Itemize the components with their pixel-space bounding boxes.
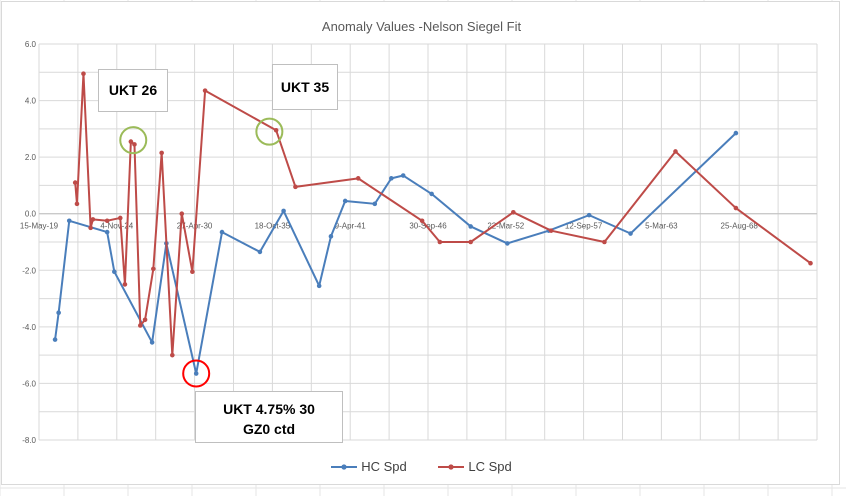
data-point-lc-spd: [137, 323, 143, 328]
x-tick-label: 9-Apr-41: [335, 222, 367, 231]
x-tick-label: 18-Oct-35: [255, 222, 291, 231]
highlight-circle-ukt-4-75-30: [182, 359, 211, 388]
data-point-lc-spd: [72, 180, 78, 185]
annotation-ukt-35[interactable]: UKT 35: [272, 64, 338, 110]
data-point-lc-spd: [273, 127, 279, 133]
data-point-lc-spd: [74, 201, 80, 207]
series-line-hc-spd: [54, 132, 737, 375]
legend-label-lc-spd: LC Spd: [468, 459, 512, 474]
y-tick-label: 6.0: [25, 40, 37, 49]
data-point-hc-spd: [149, 340, 155, 345]
plot-area: 6.0 4.0 2.0 0.0 -2.0 -4.0 -6.0 -8.0 15-May-19 4-N…: [20, 40, 818, 445]
y-tick-label: 2.0: [25, 153, 37, 162]
y-tick-label: -8.0: [22, 436, 36, 445]
data-point-hc-spd: [52, 337, 58, 342]
data-point-lc-spd: [128, 139, 134, 144]
legend-item-lc-spd[interactable]: LC Spd: [438, 459, 512, 474]
data-point-hc-spd: [505, 241, 510, 246]
data-point-lc-spd: [437, 239, 443, 245]
x-tick-label: 30-Sep-46: [409, 222, 447, 231]
data-point-hc-spd: [342, 198, 348, 204]
data-point-lc-spd: [122, 282, 128, 287]
x-tick-label: 12-Sep-57: [565, 222, 603, 231]
annotation-ukt-4-75-30-line-1: UKT 4.75% 30: [223, 401, 315, 417]
data-point-hc-spd: [468, 224, 473, 229]
x-tick-label: 5-Mar-63: [645, 222, 678, 231]
data-point-hc-spd: [429, 191, 434, 197]
highlight-circle-ukt-35: [255, 117, 284, 146]
data-point-lc-spd: [419, 218, 425, 224]
data-point-lc-spd: [88, 225, 93, 231]
data-point-lc-spd: [90, 217, 96, 222]
legend-swatch-hc-spd: [331, 463, 358, 470]
data-point-lc-spd: [511, 210, 516, 215]
data-point-lc-spd: [190, 269, 195, 275]
data-point-hc-spd: [400, 173, 406, 178]
data-point-lc-spd: [468, 239, 473, 245]
legend-swatch-lc-spd: [438, 463, 465, 470]
data-point-lc-spd: [733, 205, 739, 211]
data-point-lc-spd: [151, 266, 156, 272]
annotation-ukt-4-75-30[interactable]: UKT 4.75% 30 GZ0 ctd: [195, 391, 343, 443]
x-tick-label: 15-May-19: [20, 222, 59, 231]
y-tick-label: 0.0: [25, 210, 37, 219]
data-point-lc-spd: [81, 71, 86, 76]
data-point-hc-spd: [372, 201, 378, 207]
legend-label-hc-spd: HC Spd: [361, 459, 407, 474]
data-point-hc-spd: [257, 249, 263, 255]
data-point-hc-spd: [733, 130, 739, 136]
data-point-lc-spd: [673, 149, 678, 154]
data-point-hc-spd: [112, 269, 117, 275]
legend-item-hc-spd[interactable]: HC Spd: [331, 459, 407, 474]
data-point-lc-spd: [132, 142, 137, 147]
x-tick-label: 4-Nov-24: [100, 222, 133, 231]
series-line-lc-spd: [74, 72, 812, 357]
data-point-lc-spd: [159, 150, 164, 156]
y-tick-label: -2.0: [22, 266, 36, 275]
data-point-hc-spd: [389, 176, 394, 181]
data-point-hc-spd: [628, 231, 633, 236]
highlight-circle-ukt-26: [119, 126, 148, 155]
data-point-hc-spd: [56, 310, 61, 316]
data-point-lc-spd: [170, 352, 175, 358]
annotation-ukt-26-line-1: UKT 26: [108, 82, 158, 98]
y-tick-label: -6.0: [22, 379, 36, 388]
data-point-lc-spd: [602, 239, 607, 245]
x-tick-label: 22-Mar-52: [487, 222, 524, 231]
data-point-hc-spd: [586, 212, 592, 218]
annotation-ukt-26[interactable]: UKT 26: [98, 69, 168, 112]
x-tick-label: 25-Aug-68: [721, 222, 759, 231]
data-point-hc-spd: [316, 283, 322, 289]
annotation-ukt-4-75-30-line-2: GZ0 ctd: [242, 421, 296, 437]
data-point-hc-spd: [328, 234, 334, 239]
data-point-hc-spd: [193, 371, 199, 376]
data-point-hc-spd: [104, 229, 110, 235]
data-point-lc-spd: [355, 176, 361, 181]
data-point-hc-spd: [66, 218, 72, 224]
data-point-lc-spd: [104, 218, 110, 224]
annotation-ukt-35-line-1: UKT 35: [280, 79, 330, 95]
data-point-lc-spd: [808, 260, 813, 266]
data-point-lc-spd: [117, 215, 123, 221]
y-tick-label: -4.0: [22, 323, 36, 332]
y-axis-ticks: 6.0 4.0 2.0 0.0 -2.0 -4.0 -6.0 -8.0: [22, 40, 36, 445]
data-point-lc-spd: [179, 211, 185, 217]
chart-area[interactable]: 6.0 4.0 2.0 0.0 -2.0 -4.0 -6.0 -8.0 15-May-19 4-N…: [1, 1, 840, 485]
data-point-lc-spd: [202, 88, 208, 93]
data-point-hc-spd: [281, 208, 286, 214]
data-point-lc-spd: [548, 228, 554, 233]
data-point-hc-spd: [219, 229, 225, 235]
y-tick-label: 4.0: [25, 97, 37, 106]
data-point-lc-spd: [142, 317, 148, 323]
chart-title: Anomaly Values -Nelson Siegel Fit: [321, 19, 522, 34]
legend[interactable]: HC Spd LC Spd: [2, 459, 841, 475]
data-point-lc-spd: [293, 184, 298, 190]
